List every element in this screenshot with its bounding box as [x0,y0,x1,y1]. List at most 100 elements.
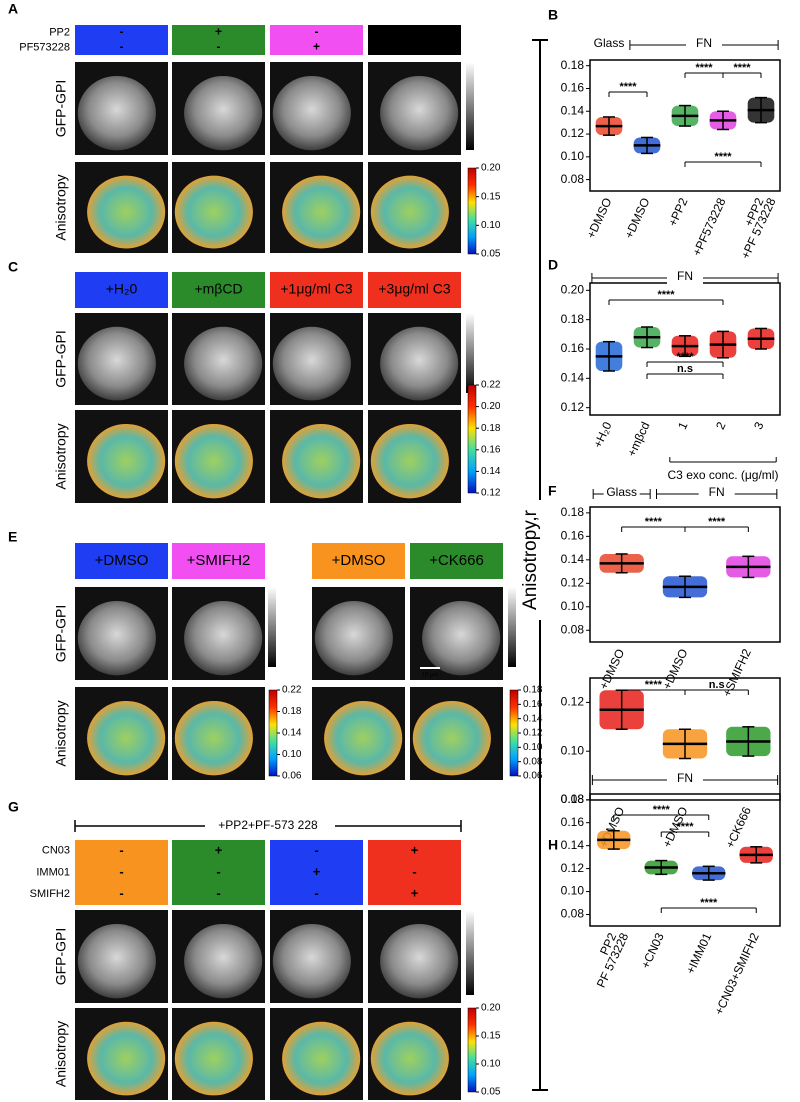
span-backdrop [603,487,640,501]
sig-label: n.s [709,679,725,691]
anisotropy-cell [174,423,253,499]
header-text: +DMSO [332,552,386,569]
category-label: +SMIFH2 [720,646,754,698]
condition-header [172,272,265,308]
category-label: +IMM01 [683,930,714,976]
plot-frame [589,793,781,927]
y-tick-label: 0.18 [561,505,585,519]
y-tick-label: 0.14 [561,371,585,385]
subgroup-label: C3 exo conc. (μg/ml) [668,468,779,482]
y-tick-label: 0.12 [561,400,585,414]
category-label: 1 [675,419,691,431]
colorbar-tick-label: 0.10 [481,1059,501,1070]
panel-label: F [548,483,557,499]
plot-frame [589,59,781,192]
colorbar [467,1007,477,1093]
y-tick-label: 0.12 [561,126,585,140]
anisotropy-cell [87,175,166,249]
y-tick-label: 0.08 [561,907,585,921]
category-label: +mβcd [624,420,652,459]
gfp-cell [380,923,459,999]
span-backdrop [591,38,627,52]
header-text: +H₂0 [106,281,138,297]
sig-label: **** [733,62,751,74]
sig-label: **** [676,351,694,363]
y-tick-label: 0.10 [561,599,585,613]
y-tick-label: 0.16 [561,529,585,543]
y-tick-label: 0.18 [561,792,585,806]
panel-label: H [548,837,558,853]
span-backdrop [667,773,703,787]
y-tick-label: 0.10 [561,149,585,163]
y-tick-label: 0.12 [561,861,585,875]
colorbar-tick-label: 0.14 [481,466,501,477]
category-label: +DMSO [584,196,615,241]
colorbar-tick-label: 0.20 [481,163,501,174]
condition-header [368,272,461,308]
header-mark: - [217,40,221,54]
condition-header [172,543,265,579]
category-label: +PF573228 [690,195,729,258]
anisotropy-cell [282,1021,361,1096]
panel-label: B [548,7,558,23]
gfp-cell [77,75,156,151]
panel-label: D [548,257,558,273]
anisotropy-cell [324,700,403,776]
condition-header [368,25,461,55]
header-mark: + [215,25,222,39]
colorbar-tick-label: 0.15 [481,191,501,202]
condition-label: PF573228 [19,41,70,53]
condition-header [75,25,168,55]
row-label: GFP-GPI [53,605,69,663]
sig-label: **** [695,62,713,74]
sig-label: **** [645,679,663,691]
sig-label: **** [619,81,637,93]
category-label: 3 [751,419,767,431]
row-label: Anisotropy [53,174,69,240]
gfp-cell [422,600,501,676]
anisotropy-cell [174,700,253,776]
colorbar [509,689,519,777]
header-mark: + [313,864,321,879]
y-tick-label: 0.08 [561,622,585,636]
row-label: GFP-GPI [53,330,69,388]
y-tick-label: 0.18 [561,58,585,72]
header-mark: + [215,842,223,857]
panel-label: G [8,799,19,815]
header-mark: - [216,864,220,879]
anisotropy-cell [282,423,361,499]
anisotropy-cell [370,423,449,499]
y-tick-label: 0.08 [561,172,585,186]
gfp-cell [184,923,263,999]
anisotropy-cell [87,700,166,776]
sig-label: **** [653,804,671,816]
category-label: +PP2 [665,195,690,228]
y-tick-label: 0.08 [561,792,585,806]
colorbar-tick-label: 0.15 [481,1031,501,1042]
header-mark: + [411,25,418,39]
gfp-cell [314,600,393,676]
condition-label: SMIFH2 [30,888,70,900]
span-label: FN [677,269,693,283]
header-mark: + [313,40,320,54]
colorbar-tick-label: 0.18 [523,685,543,696]
anisotropy-cell [282,175,361,249]
condition-header [270,25,363,55]
colorbar-tick-label: 0.12 [523,728,543,739]
gfp-cell [77,923,156,999]
condition-header [75,543,168,579]
y-tick-label: 0.10 [561,884,585,898]
panel-label: E [8,529,17,545]
colorbar-tick-label: 0.14 [523,713,543,724]
colorbar-tick-label: 0.05 [481,1087,501,1098]
colorbar-tick-label: 0.10 [282,749,302,760]
span-label: Glass [594,36,625,50]
grayscale-bar [466,62,474,150]
span-backdrop [686,38,722,52]
y-tick-label: 0.14 [561,552,585,566]
header-text: +SMIFH2 [187,552,251,569]
condition-header [270,840,363,905]
colorbar-tick-label: 0.18 [282,706,302,717]
anisotropy-cell [412,700,491,776]
header-mark: + [411,886,419,901]
